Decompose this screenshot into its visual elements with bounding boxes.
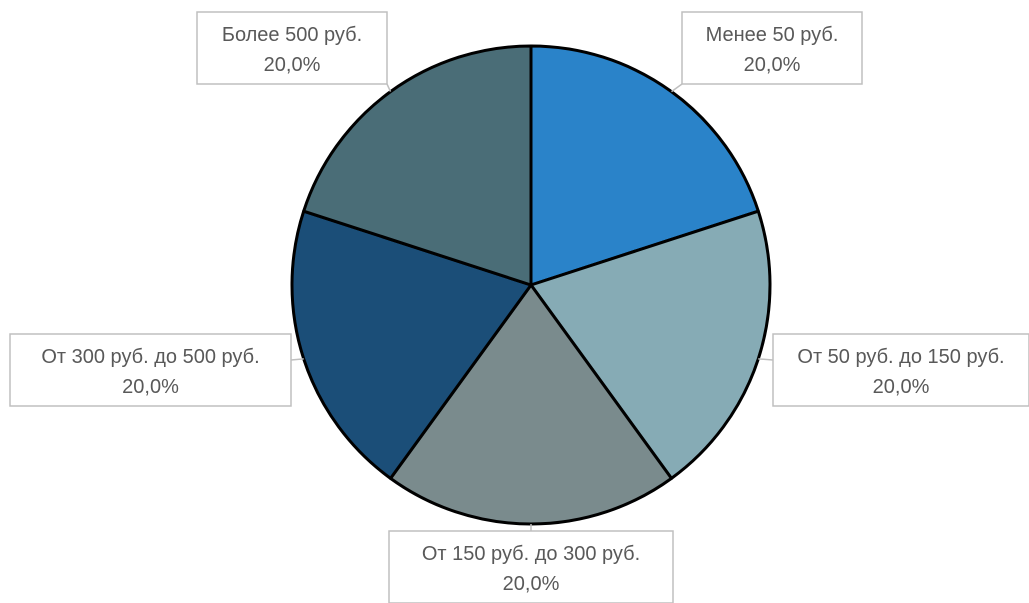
data-label-box-4 bbox=[9, 333, 292, 407]
data-label-box-1 bbox=[681, 11, 863, 85]
slice-percent-label-3: 20,0% bbox=[503, 573, 560, 595]
data-label-box-3 bbox=[388, 530, 674, 603]
slice-category-label-4: От 300 руб. до 500 руб. bbox=[41, 346, 259, 368]
leader-line-4 bbox=[290, 358, 304, 361]
leader-line-5 bbox=[386, 83, 392, 92]
pie-slices bbox=[290, 44, 772, 526]
slice-percent-label-1: 20,0% bbox=[744, 54, 801, 76]
slice-category-label-5: Более 500 руб. bbox=[222, 24, 362, 46]
pie-slice-1 bbox=[529, 44, 760, 287]
slice-percent-label-5: 20,0% bbox=[264, 54, 321, 76]
slice-category-label-2: От 50 руб. до 150 руб. bbox=[797, 346, 1004, 368]
data-label-box-2 bbox=[772, 333, 1029, 407]
pie-slice-5 bbox=[302, 44, 533, 287]
slice-category-label-1: Менее 50 руб. bbox=[706, 24, 839, 46]
leader-line-1 bbox=[671, 83, 683, 93]
slice-category-label-3: От 150 руб. до 300 руб. bbox=[422, 543, 640, 565]
slice-percent-label-4: 20,0% bbox=[122, 376, 179, 398]
pie-data-labels: Менее 50 руб. 20,0% От 50 руб. до 150 руб.… bbox=[9, 11, 1029, 603]
data-label-box-5 bbox=[196, 11, 388, 85]
slice-percent-label-2: 20,0% bbox=[873, 376, 930, 398]
leader-line-2 bbox=[758, 358, 774, 361]
